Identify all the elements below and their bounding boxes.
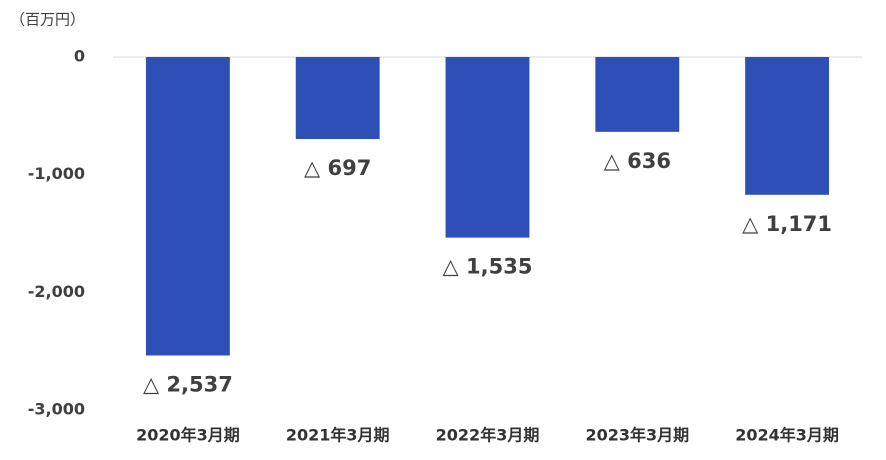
y-tick-label: -2,000	[28, 282, 85, 301]
value-label: △ 1,171	[742, 212, 832, 236]
y-axis-unit: （百万円）	[10, 11, 85, 29]
x-tick-label: 2021年3月期	[286, 426, 390, 445]
x-tick-label: 2020年3月期	[136, 426, 240, 445]
y-tick-label: -3,000	[28, 400, 85, 419]
bar	[595, 57, 680, 132]
bar	[145, 57, 230, 356]
value-label: △ 2,537	[143, 373, 233, 397]
x-tick-label: 2023年3月期	[585, 426, 689, 445]
value-label: △ 636	[604, 149, 671, 173]
bar	[745, 57, 830, 195]
x-tick-label: 2024年3月期	[735, 426, 839, 445]
bar	[445, 57, 530, 238]
value-label: △ 1,535	[443, 255, 533, 279]
y-tick-label: 0	[74, 47, 85, 66]
y-tick-label: -1,000	[28, 164, 85, 183]
x-tick-label: 2022年3月期	[436, 426, 540, 445]
value-label: △ 697	[304, 156, 371, 180]
bar	[295, 57, 380, 140]
